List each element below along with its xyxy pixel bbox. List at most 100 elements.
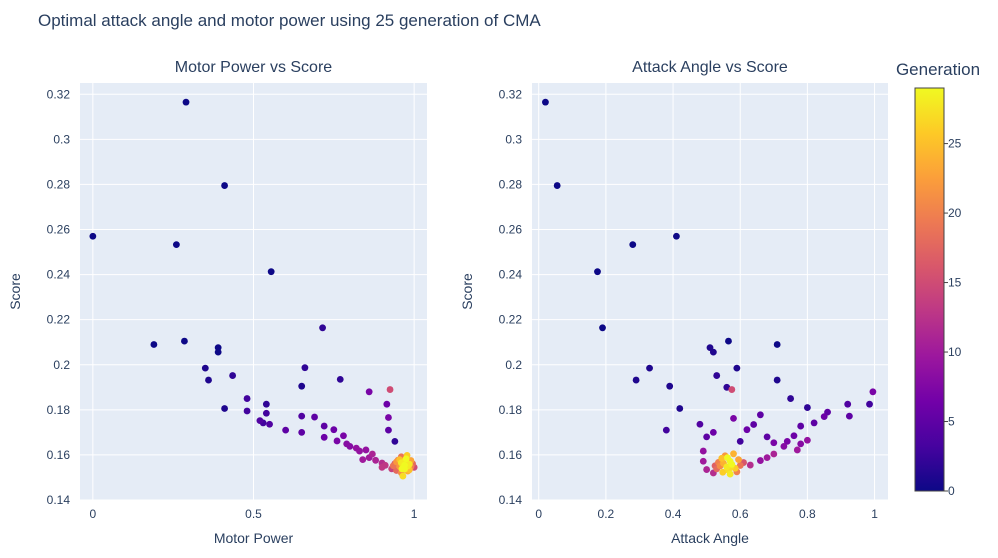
data-point[interactable] — [725, 337, 732, 345]
data-point[interactable] — [340, 432, 347, 440]
data-point[interactable] — [333, 437, 341, 445]
data-point[interactable] — [378, 463, 386, 471]
data-point[interactable] — [262, 409, 270, 417]
data-point[interactable] — [730, 450, 737, 458]
data-point[interactable] — [330, 426, 338, 434]
data-point[interactable] — [391, 437, 399, 445]
data-point[interactable] — [756, 457, 764, 464]
data-point[interactable] — [666, 382, 674, 390]
data-point[interactable] — [298, 428, 306, 436]
data-point[interactable] — [172, 241, 180, 249]
data-point[interactable] — [365, 388, 373, 396]
data-point[interactable] — [368, 450, 376, 458]
data-point[interactable] — [810, 419, 818, 427]
data-point[interactable] — [773, 376, 781, 384]
data-point[interactable] — [787, 395, 795, 402]
data-point[interactable] — [736, 462, 744, 469]
data-point[interactable] — [298, 412, 306, 420]
data-point[interactable] — [362, 446, 370, 454]
data-point[interactable] — [221, 182, 228, 189]
data-point[interactable] — [356, 447, 363, 455]
data-point[interactable] — [311, 413, 318, 421]
data-point[interactable] — [735, 456, 742, 464]
data-point[interactable] — [763, 433, 771, 441]
data-point[interactable] — [89, 232, 97, 240]
data-point[interactable] — [803, 404, 811, 411]
data-point[interactable] — [844, 400, 852, 408]
data-point[interactable] — [402, 455, 410, 463]
data-point[interactable] — [205, 376, 212, 384]
data-point[interactable] — [673, 232, 680, 240]
data-point[interactable] — [359, 456, 367, 464]
data-point[interactable] — [243, 395, 251, 402]
data-point[interactable] — [703, 433, 711, 441]
data-point[interactable] — [733, 364, 741, 372]
data-point[interactable] — [869, 388, 877, 396]
data-point[interactable] — [386, 386, 394, 393]
data-point[interactable] — [770, 439, 778, 447]
data-point[interactable] — [182, 98, 190, 106]
data-point[interactable] — [662, 426, 670, 434]
data-point[interactable] — [756, 411, 764, 419]
data-point[interactable] — [282, 426, 290, 434]
data-point[interactable] — [763, 454, 771, 462]
data-point[interactable] — [709, 428, 717, 436]
data-point[interactable] — [790, 432, 798, 440]
data-point[interactable] — [320, 433, 328, 441]
data-point[interactable] — [383, 400, 391, 408]
data-point[interactable] — [632, 376, 640, 384]
data-point[interactable] — [221, 405, 228, 412]
data-point[interactable] — [266, 420, 273, 428]
data-point[interactable] — [150, 341, 158, 348]
data-point[interactable] — [746, 461, 754, 469]
data-point[interactable] — [320, 422, 328, 430]
data-point[interactable] — [699, 447, 707, 455]
data-point[interactable] — [594, 268, 601, 276]
data-point[interactable] — [730, 415, 737, 422]
data-point[interactable] — [646, 364, 653, 372]
data-point[interactable] — [229, 372, 237, 379]
data-point[interactable] — [773, 341, 781, 348]
data-point[interactable] — [703, 466, 711, 473]
data-point[interactable] — [797, 422, 805, 430]
data-point[interactable] — [385, 414, 392, 421]
data-point[interactable] — [214, 348, 222, 356]
data-point[interactable] — [750, 421, 758, 428]
data-point[interactable] — [201, 364, 209, 372]
data-point[interactable] — [728, 386, 736, 393]
data-point[interactable] — [399, 472, 407, 480]
data-point[interactable] — [718, 454, 726, 462]
data-point[interactable] — [243, 407, 251, 415]
data-point[interactable] — [301, 364, 309, 372]
data-point[interactable] — [262, 400, 270, 408]
data-point[interactable] — [699, 457, 707, 465]
data-point[interactable] — [256, 417, 264, 425]
data-point[interactable] — [629, 241, 637, 249]
data-point[interactable] — [724, 454, 731, 462]
data-point[interactable] — [728, 460, 736, 468]
data-point[interactable] — [398, 465, 406, 473]
data-point[interactable] — [372, 456, 379, 464]
data-point[interactable] — [793, 446, 801, 454]
data-point[interactable] — [726, 470, 734, 478]
data-point[interactable] — [181, 337, 188, 345]
data-point[interactable] — [783, 437, 791, 445]
data-point[interactable] — [719, 468, 727, 476]
data-point[interactable] — [780, 442, 788, 450]
data-point[interactable] — [319, 324, 326, 332]
data-point[interactable] — [770, 450, 778, 458]
data-point[interactable] — [709, 348, 717, 356]
data-point[interactable] — [866, 400, 873, 408]
data-point[interactable] — [845, 412, 853, 420]
data-point[interactable] — [267, 268, 275, 276]
data-point[interactable] — [803, 436, 811, 444]
data-point[interactable] — [336, 376, 344, 383]
data-point[interactable] — [298, 382, 306, 390]
data-point[interactable] — [676, 405, 684, 412]
data-point[interactable] — [820, 413, 828, 420]
data-point[interactable] — [797, 440, 805, 448]
data-point[interactable] — [542, 98, 549, 106]
data-point[interactable] — [696, 420, 704, 428]
data-point[interactable] — [743, 426, 751, 434]
data-point[interactable] — [385, 426, 392, 434]
